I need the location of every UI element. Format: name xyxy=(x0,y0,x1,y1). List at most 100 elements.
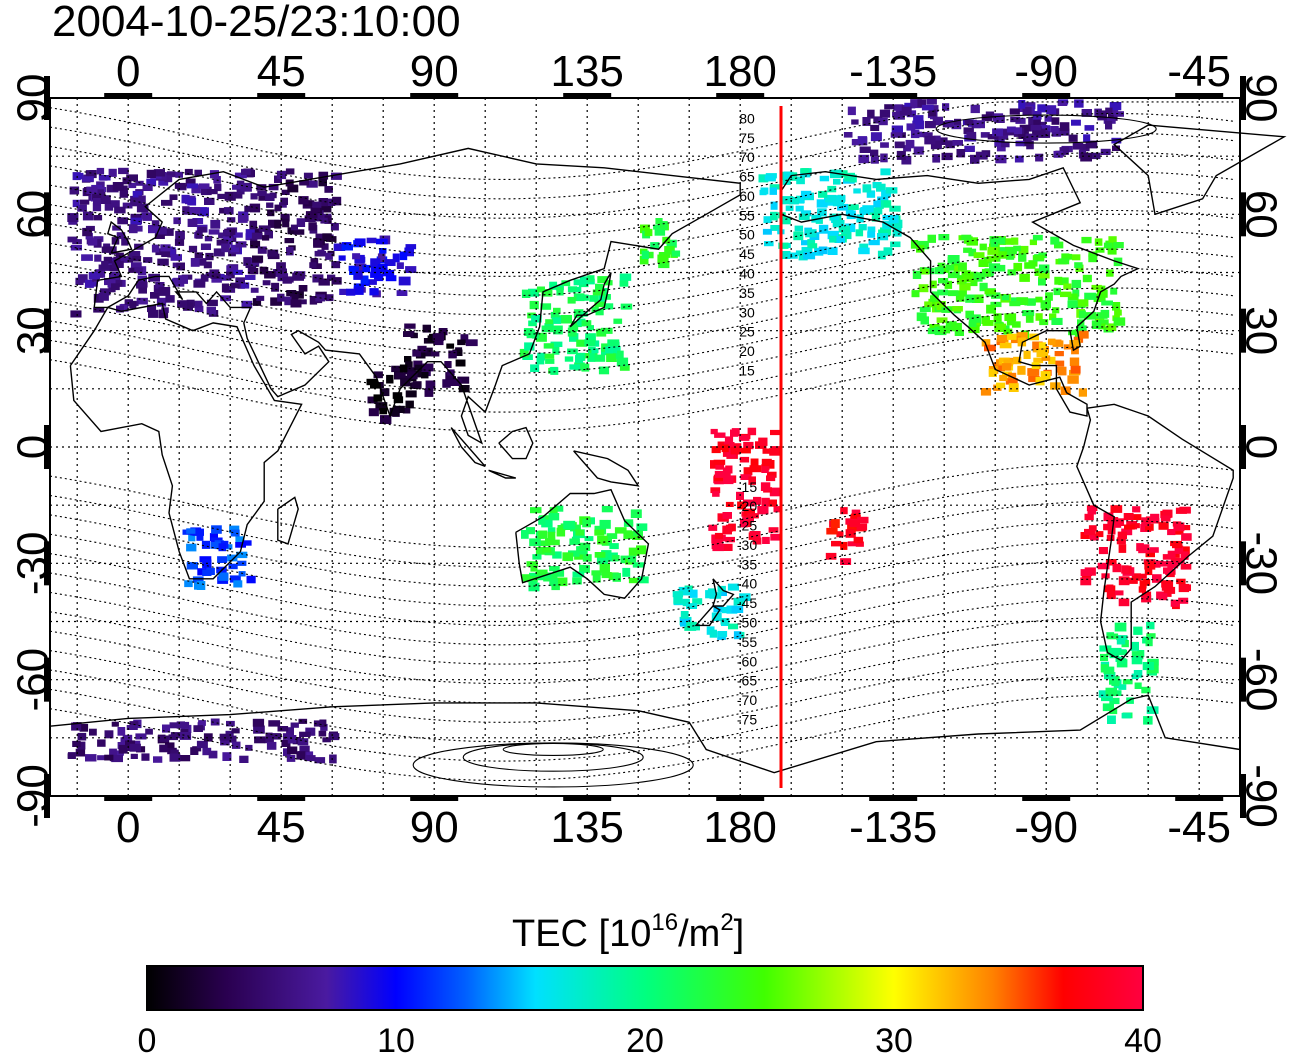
magnetic-contour xyxy=(49,287,1234,374)
tec-cell xyxy=(715,463,725,470)
tec-cell xyxy=(1103,512,1114,522)
tec-cell xyxy=(386,374,394,384)
tec-cell xyxy=(216,239,229,246)
tec-cell xyxy=(924,135,936,145)
tec-cell xyxy=(1050,126,1059,133)
tec-cell xyxy=(306,755,316,762)
tec-cell xyxy=(442,379,451,388)
tec-cell xyxy=(552,317,562,324)
tec-cell xyxy=(987,246,999,255)
tec-cell xyxy=(284,238,295,244)
tec-cell xyxy=(660,221,668,230)
tec-cell xyxy=(962,273,974,283)
tec-cell xyxy=(934,267,945,275)
tec-cell xyxy=(576,339,588,347)
tec-cell xyxy=(993,362,1005,372)
tec-cell xyxy=(157,258,169,266)
tec-cell xyxy=(1077,299,1089,307)
tec-cell xyxy=(235,241,247,248)
tec-cell xyxy=(1038,121,1047,128)
tec-cell xyxy=(740,474,752,480)
tec-cell xyxy=(1112,145,1120,151)
tec-cell xyxy=(228,563,238,570)
tec-cell xyxy=(692,598,703,605)
tec-cell xyxy=(605,346,613,354)
tec-cell xyxy=(826,527,838,535)
tec-cell xyxy=(552,569,565,577)
tec-cell xyxy=(567,296,576,304)
tec-cell xyxy=(1103,117,1116,124)
tec-cell xyxy=(229,525,240,534)
tec-cell xyxy=(1054,241,1064,249)
tec-cell xyxy=(988,369,997,377)
tec-cell xyxy=(876,183,886,192)
tec-cell xyxy=(114,206,126,214)
tec-cell xyxy=(536,286,545,293)
x-axis-bottom-labels: 0 45 90 135 180 -135 -90 -45 xyxy=(116,803,1231,852)
tec-cell xyxy=(251,232,263,240)
tec-cell xyxy=(928,298,938,308)
tec-cell xyxy=(286,727,294,736)
tec-cell xyxy=(979,243,987,251)
tec-cell xyxy=(298,196,309,205)
tec-cell xyxy=(68,219,78,225)
frame-tick xyxy=(44,192,50,237)
tec-cell xyxy=(186,528,196,534)
tec-cell xyxy=(122,202,133,209)
tec-cell xyxy=(193,280,206,288)
tec-cell xyxy=(1098,690,1111,698)
tec-cell xyxy=(254,228,263,235)
tec-cell xyxy=(766,475,776,482)
tec-cell xyxy=(992,128,1003,137)
tec-cell xyxy=(85,754,97,762)
tec-cell xyxy=(1037,104,1048,113)
tec-cell xyxy=(938,325,951,334)
tec-cell xyxy=(257,190,267,196)
y-axis-left-labels: 90 60 30 0 -30 -60 -90 xyxy=(8,74,57,828)
tec-cell xyxy=(1013,356,1022,365)
tec-cell xyxy=(995,154,1007,164)
tec-cell xyxy=(223,207,234,215)
magnetic-contour xyxy=(49,578,1234,665)
tec-cell xyxy=(268,183,279,191)
tec-cell xyxy=(241,282,250,289)
tec-cell xyxy=(938,137,948,145)
magnetic-contour xyxy=(49,112,1234,200)
tec-cell xyxy=(929,105,939,112)
tec-cell xyxy=(1133,514,1142,521)
contour-label: 70 xyxy=(739,149,755,165)
tec-cell xyxy=(1001,128,1010,136)
tec-cell xyxy=(636,545,647,555)
tec-cell xyxy=(728,623,739,630)
tec-cell xyxy=(873,200,881,208)
tec-cell xyxy=(1006,316,1016,326)
tec-cell xyxy=(555,505,564,512)
tec-cell xyxy=(616,357,629,367)
tec-cell xyxy=(232,191,243,199)
tec-cell xyxy=(658,262,670,269)
tec-cell xyxy=(264,737,274,744)
tec-cell xyxy=(196,581,206,590)
y-left-tick-label: -90 xyxy=(8,764,57,828)
tec-cell xyxy=(521,530,529,539)
tec-cell xyxy=(455,359,466,367)
y-left-tick-label: -30 xyxy=(8,532,57,596)
tec-region xyxy=(67,167,256,319)
tec-cell xyxy=(119,256,129,263)
tec-cell xyxy=(298,285,308,292)
tec-cell xyxy=(1103,242,1113,249)
tec-cell xyxy=(267,249,279,257)
tec-cell xyxy=(377,264,388,273)
tec-cell xyxy=(569,333,579,342)
tec-cell xyxy=(266,741,277,750)
tec-cell xyxy=(917,99,927,107)
tec-cell xyxy=(851,119,859,125)
tec-cell xyxy=(1094,238,1103,246)
tec-cell xyxy=(292,272,304,281)
tec-cell xyxy=(174,182,186,189)
tec-cell xyxy=(973,252,985,259)
tec-cell xyxy=(1113,690,1122,696)
tec-cell xyxy=(218,543,226,552)
tec-cell xyxy=(972,294,984,303)
tec-cell xyxy=(181,194,190,204)
